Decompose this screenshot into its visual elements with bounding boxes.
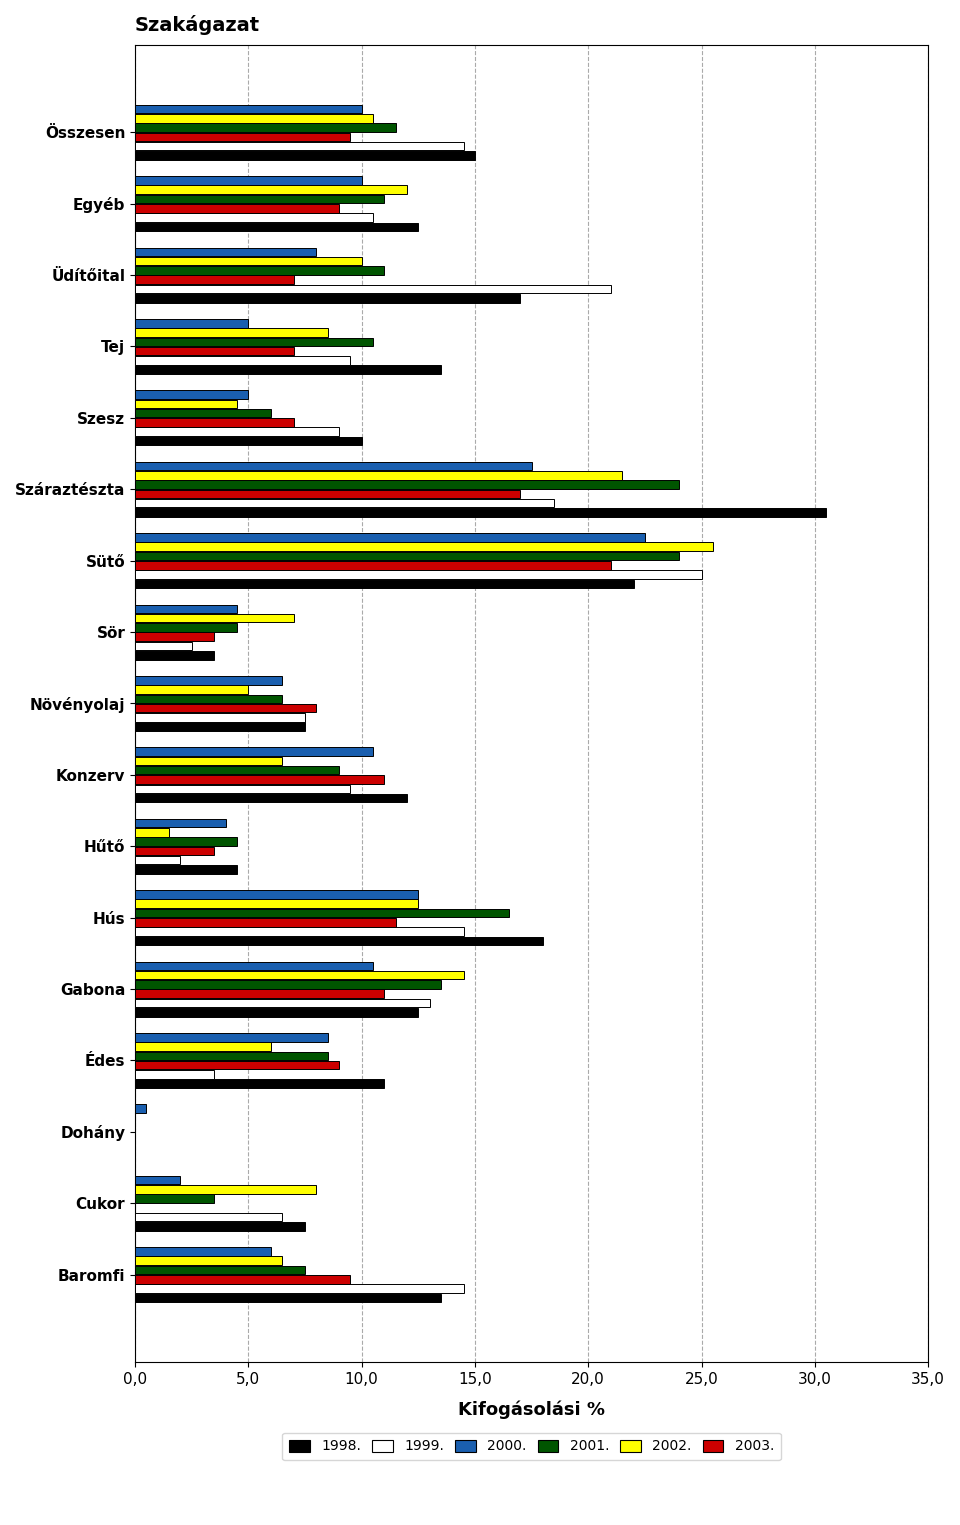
Bar xyxy=(135,337,373,346)
Bar xyxy=(135,1275,350,1284)
Bar xyxy=(135,552,679,560)
Bar xyxy=(135,561,611,569)
Bar xyxy=(135,390,249,400)
Bar xyxy=(135,1061,339,1069)
Bar xyxy=(135,1104,147,1113)
Bar xyxy=(135,837,237,846)
Bar xyxy=(135,328,327,337)
Bar xyxy=(135,133,350,142)
Bar xyxy=(135,1266,305,1275)
Bar xyxy=(135,1212,282,1222)
Bar xyxy=(135,846,214,856)
Bar xyxy=(135,142,464,151)
Bar xyxy=(135,971,464,979)
Bar xyxy=(135,580,634,589)
Bar xyxy=(135,775,384,784)
Bar xyxy=(135,856,180,865)
Bar xyxy=(135,471,622,479)
Bar xyxy=(135,1176,180,1185)
Bar xyxy=(135,1293,441,1302)
Bar xyxy=(135,105,362,113)
Bar xyxy=(135,756,282,766)
Bar xyxy=(135,508,827,517)
Bar xyxy=(135,642,192,650)
Bar xyxy=(135,936,543,946)
Bar xyxy=(135,1194,214,1203)
Bar xyxy=(135,819,226,828)
Bar xyxy=(135,1284,464,1293)
Bar xyxy=(135,676,282,685)
Text: Szakágazat: Szakágazat xyxy=(135,15,260,35)
Bar xyxy=(135,918,396,927)
Bar xyxy=(135,214,373,221)
Bar xyxy=(135,427,339,436)
Bar xyxy=(135,766,339,775)
Bar xyxy=(135,900,419,907)
Bar xyxy=(135,723,305,730)
Bar xyxy=(135,714,305,721)
Bar xyxy=(135,1222,305,1231)
Bar xyxy=(135,784,350,793)
Bar xyxy=(135,747,373,756)
Bar xyxy=(135,909,509,917)
Bar xyxy=(135,499,554,508)
Bar xyxy=(135,124,396,131)
Bar xyxy=(135,1071,214,1078)
Bar xyxy=(135,400,237,409)
Bar xyxy=(135,294,520,302)
Bar xyxy=(135,927,464,936)
Bar xyxy=(135,276,294,284)
Bar xyxy=(135,694,282,703)
Bar xyxy=(135,409,271,418)
Bar xyxy=(135,177,362,185)
X-axis label: Kifogásolási %: Kifogásolási % xyxy=(458,1400,605,1420)
Bar xyxy=(135,319,249,328)
Bar xyxy=(135,705,317,712)
Legend: 1998., 1999., 2000., 2001., 2002., 2003.: 1998., 1999., 2000., 2001., 2002., 2003. xyxy=(282,1432,780,1461)
Bar xyxy=(135,999,430,1006)
Bar xyxy=(135,534,645,541)
Bar xyxy=(135,357,350,364)
Bar xyxy=(135,490,520,499)
Bar xyxy=(135,962,373,970)
Bar xyxy=(135,981,441,988)
Bar xyxy=(135,685,249,694)
Bar xyxy=(135,1185,317,1194)
Bar xyxy=(135,624,237,631)
Bar xyxy=(135,436,362,445)
Bar xyxy=(135,462,532,470)
Bar xyxy=(135,151,475,160)
Bar xyxy=(135,865,237,874)
Bar xyxy=(135,1042,271,1051)
Bar xyxy=(135,633,214,640)
Bar xyxy=(135,543,713,551)
Bar xyxy=(135,247,317,256)
Bar xyxy=(135,1257,282,1266)
Bar xyxy=(135,1247,271,1255)
Bar xyxy=(135,267,384,274)
Bar xyxy=(135,418,294,427)
Bar xyxy=(135,223,419,232)
Bar xyxy=(135,1008,419,1017)
Bar xyxy=(135,480,679,490)
Bar xyxy=(135,615,294,622)
Bar xyxy=(135,346,294,355)
Bar xyxy=(135,1032,327,1042)
Bar xyxy=(135,1052,327,1060)
Bar xyxy=(135,114,373,122)
Bar xyxy=(135,891,419,898)
Bar xyxy=(135,795,407,802)
Bar xyxy=(135,204,339,212)
Bar xyxy=(135,285,611,293)
Bar xyxy=(135,651,214,659)
Bar xyxy=(135,828,169,837)
Bar xyxy=(135,195,384,203)
Bar xyxy=(135,604,237,613)
Bar xyxy=(135,1080,384,1087)
Bar xyxy=(135,990,384,997)
Bar xyxy=(135,256,362,265)
Bar xyxy=(135,570,702,580)
Bar xyxy=(135,366,441,374)
Bar xyxy=(135,186,407,194)
